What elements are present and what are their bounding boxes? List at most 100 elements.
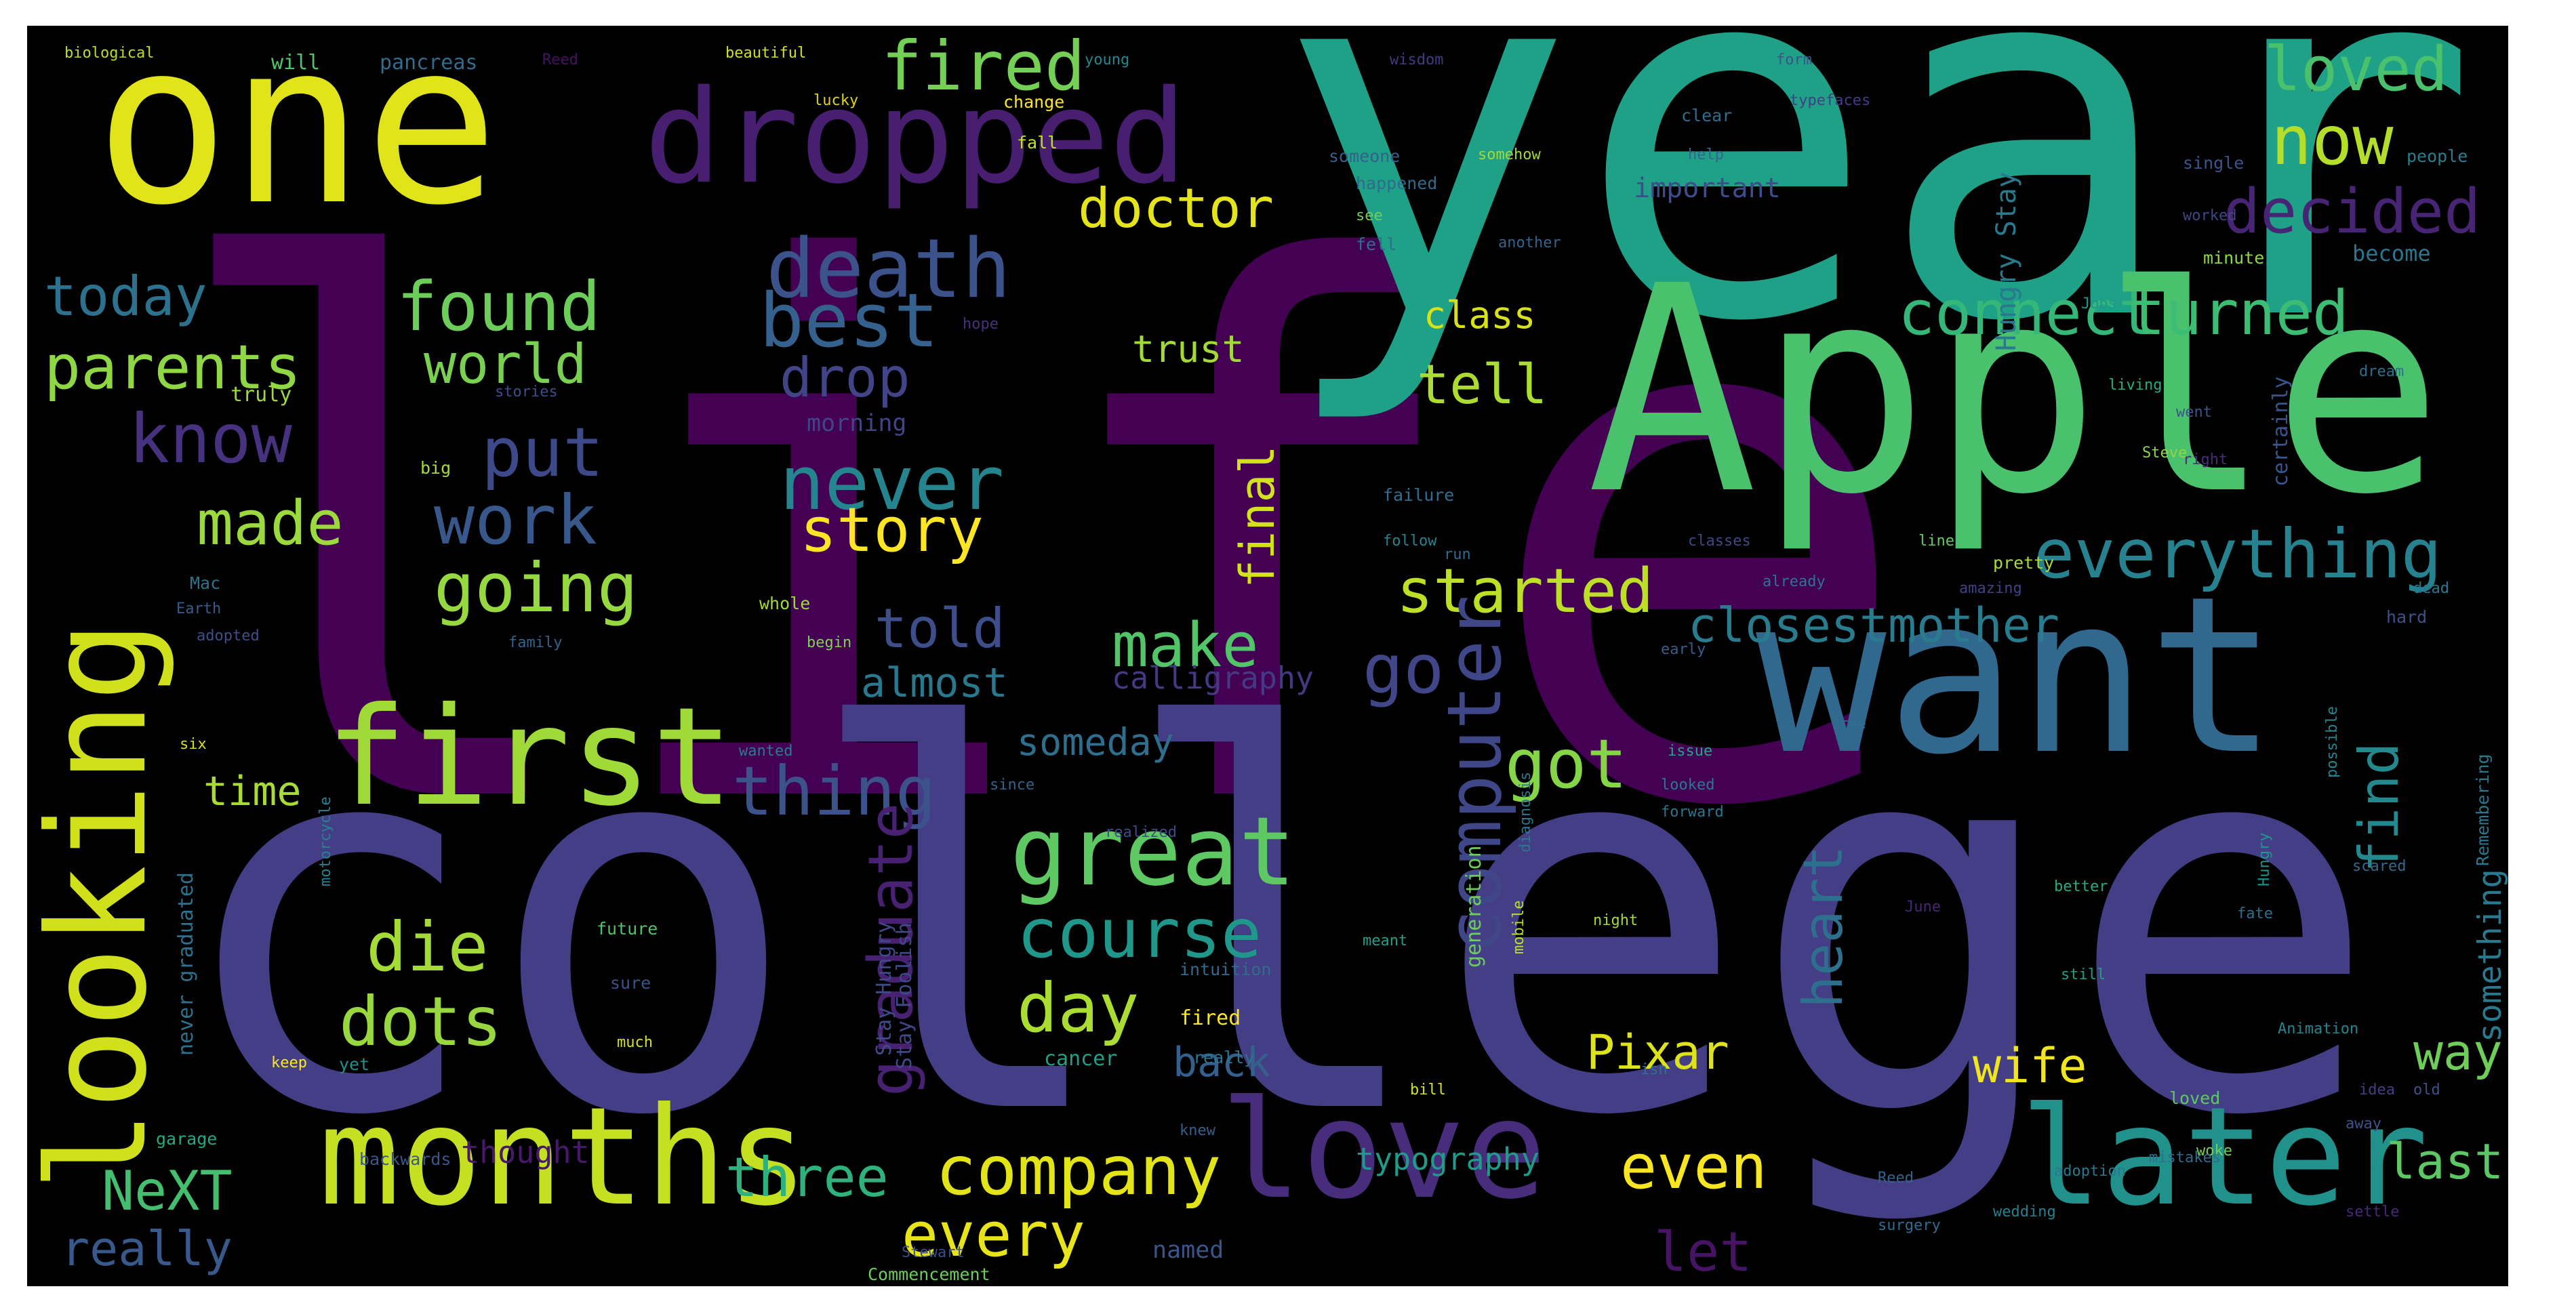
word-106: adoption xyxy=(2054,1163,2126,1180)
word-14: best xyxy=(759,277,939,364)
word-148: bill xyxy=(1410,1082,1446,1099)
word-97: Earth xyxy=(176,600,222,617)
word-108: better xyxy=(2054,878,2108,895)
word-59: Pixar xyxy=(1586,1025,1729,1080)
word-102: Stay Foolish xyxy=(893,922,917,1069)
word-171: free xyxy=(1830,716,1866,733)
word-62: NeXT xyxy=(102,1159,233,1223)
word-145: somehow xyxy=(1478,146,1541,163)
word-168: since xyxy=(990,777,1035,794)
word-104: sure xyxy=(610,973,651,993)
word-77: important xyxy=(1634,173,1781,204)
word-76: morning xyxy=(807,410,907,437)
word-151: six xyxy=(180,736,207,753)
word-1: life xyxy=(156,115,1919,966)
word-99: garage xyxy=(156,1129,218,1149)
word-43: go xyxy=(1363,630,1445,709)
word-58: dots xyxy=(339,982,502,1061)
word-66: last xyxy=(2386,1133,2504,1190)
word-34: made xyxy=(197,488,344,559)
word-170: wisdom xyxy=(1390,52,1444,68)
word-164: fell xyxy=(1356,234,1397,254)
word-114: dead xyxy=(2413,580,2449,597)
word-50: great xyxy=(1010,797,1296,907)
word-120: line xyxy=(1918,533,1954,550)
word-61: wife xyxy=(1973,1038,2087,1094)
word-67: really xyxy=(61,1221,233,1277)
word-53: course xyxy=(1017,894,1262,973)
word-105: much xyxy=(617,1034,653,1051)
word-96: family xyxy=(508,634,563,651)
word-112: still xyxy=(2061,966,2106,983)
word-19: doctor xyxy=(1078,177,1274,240)
word-38: started xyxy=(1396,556,1654,627)
word-49: time xyxy=(203,768,302,815)
word-130: wanted xyxy=(739,743,793,760)
word-155: fired xyxy=(1180,1006,1241,1030)
word-128: looked xyxy=(1661,777,1715,794)
word-180: woke xyxy=(2196,1143,2232,1159)
word-116: living xyxy=(2108,377,2162,394)
word-183: settle xyxy=(2346,1204,2400,1220)
word-146: see xyxy=(1356,207,1383,224)
word-16: loved xyxy=(2264,34,2448,105)
word-36: everything xyxy=(2034,514,2442,594)
word-57: way xyxy=(2413,1024,2503,1082)
word-162: Steve xyxy=(2142,445,2188,461)
word-69: let xyxy=(1654,1220,1752,1284)
word-60: back xyxy=(1173,1039,1271,1086)
word-79: become xyxy=(2352,241,2431,266)
word-41: make xyxy=(1112,610,1259,681)
word-110: June xyxy=(1905,899,1941,916)
word-56: day xyxy=(1017,968,1140,1048)
word-74: named xyxy=(1152,1237,1224,1264)
word-125: whole xyxy=(759,594,811,613)
word-118: right xyxy=(2183,451,2228,468)
word-18: decided xyxy=(2223,176,2481,247)
word-11: later xyxy=(2020,1078,2429,1236)
word-63: three xyxy=(725,1146,889,1209)
word-5: Apple xyxy=(1586,226,2444,557)
word-17: now xyxy=(2271,101,2394,180)
word-91: stories xyxy=(495,384,558,401)
word-139: surgery xyxy=(1878,1217,1941,1234)
word-54: die xyxy=(366,907,489,987)
word-166: follow xyxy=(1383,533,1437,550)
word-163: certainly xyxy=(2269,376,2293,487)
word-169: realized xyxy=(1105,824,1177,841)
word-73: typography xyxy=(1356,1141,1539,1177)
word-152: keep xyxy=(271,1054,307,1071)
word-109: night xyxy=(1593,912,1638,929)
word-37: going xyxy=(434,548,639,628)
word-122: already xyxy=(1763,573,1826,590)
word-107: Animation xyxy=(2278,1021,2359,1038)
word-45: something xyxy=(2472,869,2508,1042)
word-29: class xyxy=(1424,293,1536,337)
word-8: first xyxy=(325,678,734,836)
word-154: knew xyxy=(1180,1122,1215,1139)
word-149: isn xyxy=(1641,1061,1668,1078)
word-142: help xyxy=(1688,146,1724,163)
word-101: Stay Hungry xyxy=(872,921,896,1056)
word-98: failure xyxy=(1383,485,1455,505)
word-184: meant xyxy=(1363,932,1408,949)
word-144: someone xyxy=(1329,146,1401,166)
word-143: happened xyxy=(1356,173,1438,193)
word-119: classes xyxy=(1688,533,1751,550)
word-75: cancer xyxy=(1044,1047,1118,1071)
word-33: story xyxy=(800,495,984,566)
word-47: thing xyxy=(732,752,937,831)
word-83: will xyxy=(271,51,321,75)
word-71: calligraphy xyxy=(1112,660,1314,696)
word-129: forward xyxy=(1661,804,1724,821)
word-3: year xyxy=(1274,26,2480,431)
word-87: young xyxy=(1085,52,1130,68)
word-172: never graduated xyxy=(174,872,198,1056)
word-150: wedding xyxy=(1993,1204,2056,1220)
word-cloud: life college year one Apple want dropped first m… xyxy=(27,26,2508,1286)
word-21: found xyxy=(397,267,601,346)
word-86: beautiful xyxy=(725,45,807,62)
word-137: Commencement xyxy=(868,1265,990,1284)
word-117: went xyxy=(2176,404,2212,421)
word-12: love xyxy=(1220,1071,1547,1229)
